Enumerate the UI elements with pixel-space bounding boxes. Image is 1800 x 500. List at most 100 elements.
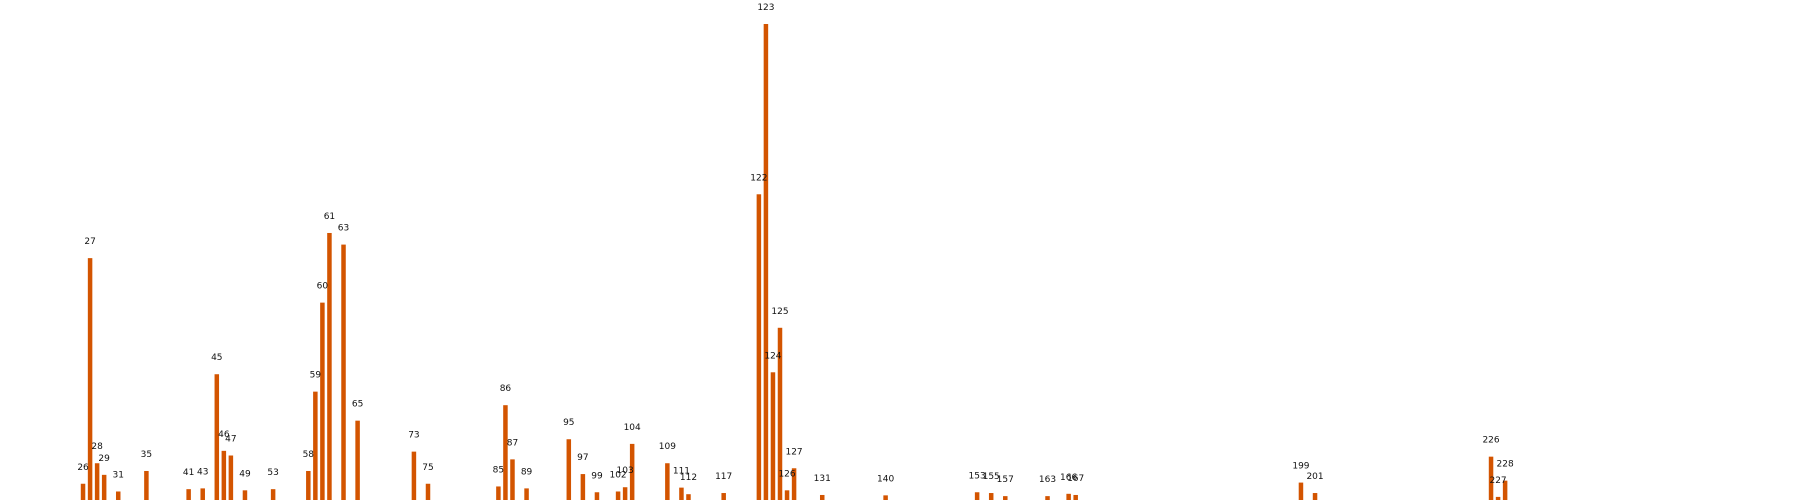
bar-87 <box>510 459 515 500</box>
bar-label-75: 75 <box>422 463 433 473</box>
bar-89 <box>524 488 529 500</box>
bar-label-111: 111 <box>673 467 690 477</box>
bar-label-97: 97 <box>577 453 588 463</box>
bar-label-163: 163 <box>1039 475 1056 485</box>
bar-49 <box>242 490 248 500</box>
bar-label-103: 103 <box>617 466 634 476</box>
bar-157 <box>1003 496 1008 500</box>
bar-label-228: 228 <box>1497 460 1514 470</box>
bar-label-29: 29 <box>98 454 110 464</box>
bar-label-27: 27 <box>84 237 95 247</box>
bar-117 <box>721 493 726 500</box>
bar-label-59: 59 <box>310 371 322 381</box>
bar-226 <box>1488 456 1494 500</box>
bar-label-60: 60 <box>317 282 329 292</box>
bar-label-45: 45 <box>211 353 222 363</box>
bar-label-117: 117 <box>715 472 732 482</box>
bar-27 <box>87 258 93 500</box>
bar-label-104: 104 <box>624 423 641 433</box>
bar-65 <box>355 420 360 500</box>
bar-228 <box>1502 480 1508 500</box>
bar-label-85: 85 <box>493 465 504 475</box>
bar-45 <box>214 374 220 500</box>
bar-label-35: 35 <box>141 450 152 460</box>
bar-label-122: 122 <box>750 173 767 183</box>
bar-122 <box>756 194 762 500</box>
bar-46 <box>221 450 227 500</box>
bar-label-28: 28 <box>91 442 103 452</box>
bar-35 <box>144 470 149 500</box>
bar-label-43: 43 <box>197 467 208 477</box>
bar-label-95: 95 <box>563 418 574 428</box>
bar-125 <box>777 327 783 500</box>
bar-43 <box>200 488 205 500</box>
bar-127 <box>791 468 797 500</box>
bar-label-26: 26 <box>77 463 89 473</box>
bar-41 <box>186 489 191 500</box>
bar-123 <box>763 24 769 500</box>
bar-60 <box>320 302 325 500</box>
bar-label-58: 58 <box>303 450 315 460</box>
bar-label-112: 112 <box>680 473 697 483</box>
bar-label-226: 226 <box>1482 436 1499 446</box>
bar-53 <box>270 489 276 500</box>
bar-label-109: 109 <box>659 442 676 452</box>
bar-label-201: 201 <box>1306 472 1323 482</box>
bar-95 <box>566 439 572 500</box>
bar-label-227: 227 <box>1489 476 1506 486</box>
bar-73 <box>411 451 417 500</box>
bar-58 <box>306 470 311 500</box>
bar-label-167: 167 <box>1067 474 1084 484</box>
bar-103 <box>622 487 628 500</box>
bar-label-63: 63 <box>338 224 349 234</box>
bar-153 <box>974 492 980 500</box>
bar-99 <box>594 492 600 500</box>
bar-102 <box>615 491 621 500</box>
bar-97 <box>580 474 586 500</box>
bar-167 <box>1073 494 1078 500</box>
bar-63 <box>341 244 346 500</box>
bar-59 <box>313 391 318 500</box>
bar-label-99: 99 <box>591 471 603 481</box>
bar-label-140: 140 <box>877 474 894 484</box>
bar-201 <box>1312 493 1318 500</box>
bar-label-89: 89 <box>521 467 533 477</box>
bar-155 <box>988 493 994 500</box>
bar-label-199: 199 <box>1292 462 1309 472</box>
bar-label-86: 86 <box>500 384 512 394</box>
bar-label-53: 53 <box>267 468 278 478</box>
bar-109 <box>665 463 670 500</box>
bar-label-65: 65 <box>352 400 363 410</box>
bar-label-155: 155 <box>983 472 1000 482</box>
bar-label-47: 47 <box>225 435 236 445</box>
bar-label-41: 41 <box>183 468 194 478</box>
bar-28 <box>94 463 100 500</box>
bar-75 <box>425 483 431 500</box>
bar-163 <box>1045 496 1050 500</box>
bar-label-166: 166 <box>1060 473 1077 483</box>
bar-112 <box>686 494 691 500</box>
bar-label-157: 157 <box>997 475 1014 485</box>
bar-140 <box>883 495 888 500</box>
bar-26 <box>80 483 86 500</box>
bar-61 <box>327 232 332 500</box>
bar-111 <box>679 487 684 500</box>
bar-label-125: 125 <box>771 307 788 317</box>
bar-label-123: 123 <box>757 3 774 13</box>
bar-86 <box>503 405 508 500</box>
bar-label-127: 127 <box>785 447 802 457</box>
bars-group <box>80 24 1508 500</box>
bar-label-87: 87 <box>507 438 518 448</box>
bar-label-131: 131 <box>814 474 831 484</box>
bar-124 <box>770 372 776 500</box>
bar-label-61: 61 <box>324 212 335 222</box>
bar-85 <box>496 486 501 500</box>
bar-label-124: 124 <box>764 351 781 361</box>
bar-104 <box>629 443 635 500</box>
bar-label-31: 31 <box>113 470 124 480</box>
bar-label-49: 49 <box>239 469 251 479</box>
bar-47 <box>228 455 234 500</box>
bar-29 <box>101 474 107 500</box>
